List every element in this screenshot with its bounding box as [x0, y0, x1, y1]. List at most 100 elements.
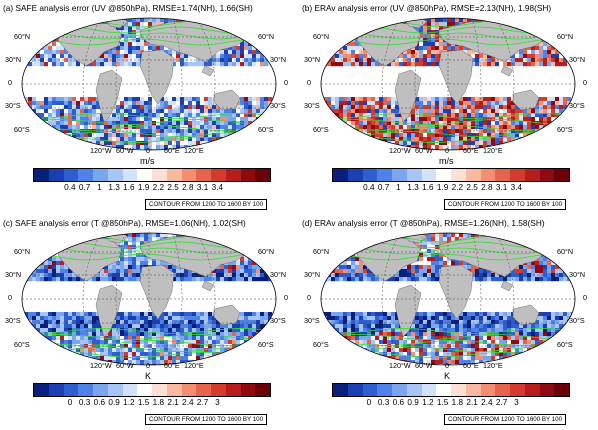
lat-label-60n-right: 60°N	[557, 247, 574, 256]
contour-note: CONTOUR FROM 1200 TO 1600 BY 100	[444, 414, 567, 425]
lat-label-eq: 0	[307, 78, 311, 87]
panel-b: (b) ERAv analysis error (UV @850hPa), RM…	[299, 0, 598, 215]
lon-label-60w: 60°W	[415, 361, 433, 370]
contour-line	[22, 119, 276, 125]
lat-label-30s-right: 30°S	[270, 101, 286, 110]
colorbar-swatch	[510, 384, 525, 396]
colorbar-swatch	[93, 384, 108, 396]
colorbar-swatch	[166, 384, 182, 396]
lat-label-30s: 30°S	[5, 101, 21, 110]
lon-label-120e: 120°E	[184, 146, 204, 155]
colorbar-swatch	[34, 384, 49, 396]
error-field	[321, 18, 575, 150]
colorbar-swatch	[152, 384, 167, 396]
colorbar-swatch	[524, 384, 540, 396]
unit-label: m/s	[140, 156, 155, 166]
colorbar-swatch	[495, 384, 510, 396]
contour-line	[22, 328, 276, 334]
colorbar-tick-label: 1.8	[152, 398, 165, 407]
colorbar-tick-label: 2.5	[466, 183, 478, 192]
lon-label-120e: 120°E	[483, 146, 503, 155]
colorbar-tick-label: 0	[366, 398, 372, 407]
colorbar-tick-label: 0	[67, 398, 73, 407]
colorbar-swatch	[240, 169, 256, 181]
lat-label-eq-right: 0	[284, 78, 288, 87]
lat-label-eq: 0	[8, 78, 12, 87]
map-border	[21, 17, 277, 151]
lat-label-eq: 0	[8, 293, 12, 302]
continent	[57, 21, 123, 67]
lat-label-60n: 60°N	[14, 32, 31, 41]
robinson-map	[21, 17, 277, 151]
lon-label-60w: 60°W	[415, 146, 433, 155]
lat-label-30n: 30°N	[5, 270, 22, 279]
contour-line	[22, 38, 276, 46]
lon-label-0: 0	[445, 361, 449, 370]
lat-label-60n: 60°N	[313, 247, 330, 256]
lat-label-60n: 60°N	[313, 32, 330, 41]
colorbar-tick-label: 0.4	[64, 183, 76, 192]
lat-label-30n-right: 30°N	[270, 270, 287, 279]
lat-label-60n: 60°N	[14, 247, 31, 256]
colorbar-swatch	[181, 169, 197, 181]
longitude-line	[82, 18, 102, 150]
colorbar-swatch	[539, 384, 555, 396]
colorbar-swatch	[421, 169, 437, 181]
colorbar-tick-label: 0.6	[93, 398, 106, 407]
longitude-line	[381, 18, 401, 150]
colorbar	[332, 383, 570, 397]
lon-label-120e: 120°E	[184, 361, 204, 370]
colorbar-swatch	[137, 169, 152, 181]
colorbar-tick-label: 0.9	[407, 398, 419, 407]
panel-title: (c) SAFE analysis error (T @850hPa), RMS…	[3, 218, 246, 228]
colorbar-swatch	[347, 169, 363, 181]
colorbar-tick-label: 0.6	[392, 398, 405, 407]
contour-line	[321, 38, 575, 46]
colorbar-tick-label: 2.4	[182, 398, 194, 407]
colorbar-swatch	[166, 169, 182, 181]
lon-label-0: 0	[445, 146, 449, 155]
colorbar-tick-label: 3.4	[510, 183, 523, 192]
graticule	[321, 18, 575, 150]
error-field	[22, 233, 276, 365]
colorbar-swatch	[211, 384, 226, 396]
colorbar-swatch	[333, 169, 348, 181]
lon-label-60e: 60°E	[463, 361, 479, 370]
lat-label-60s-right: 60°S	[258, 340, 274, 349]
continent	[95, 69, 123, 123]
colorbar-tick-label: 0.3	[377, 398, 390, 407]
colorbar-tick-label: 1	[396, 183, 401, 192]
lat-label-eq-right: 0	[583, 293, 587, 302]
contour-line	[321, 253, 575, 261]
colorbar-swatch	[436, 384, 451, 396]
continent	[139, 264, 175, 320]
colorbar-swatch	[392, 169, 407, 181]
lon-label-120w: 120°W	[90, 146, 112, 155]
map-border	[320, 17, 576, 151]
colorbar-swatch	[406, 384, 422, 396]
error-field	[321, 233, 575, 365]
colorbar-tick-label: 2.7	[495, 398, 508, 407]
lat-label-60s-right: 60°S	[557, 125, 573, 134]
land-masses	[356, 233, 550, 365]
colorbar-swatch	[48, 169, 64, 181]
panel-a: (a) SAFE analysis error (UV @850hPa), RM…	[0, 0, 299, 215]
continent	[438, 264, 474, 320]
colorbar-tick-label: 2.1	[167, 398, 179, 407]
longitude-line	[495, 233, 515, 365]
contour-note: CONTOUR FROM 1200 TO 1600 BY 100	[145, 414, 268, 425]
lon-label-120w: 120°W	[90, 361, 112, 370]
lat-label-30n: 30°N	[5, 55, 22, 64]
lon-label-60e: 60°E	[164, 146, 180, 155]
colorbar-swatch	[347, 384, 363, 396]
continent	[57, 236, 123, 282]
colorbar-swatch	[436, 169, 451, 181]
colorbar-tick-label: 0.4	[363, 183, 375, 192]
colorbar-tick-label: 0.9	[108, 398, 120, 407]
colorbar-tick-label: 0.7	[377, 183, 390, 192]
colorbar-swatch	[524, 169, 540, 181]
panel-title: (d) ERAv analysis error (T @850hPa), RMS…	[302, 218, 545, 228]
colorbar	[332, 168, 570, 182]
lon-label-0: 0	[146, 361, 150, 370]
panel-title: (b) ERAv analysis error (UV @850hPa), RM…	[302, 3, 552, 13]
